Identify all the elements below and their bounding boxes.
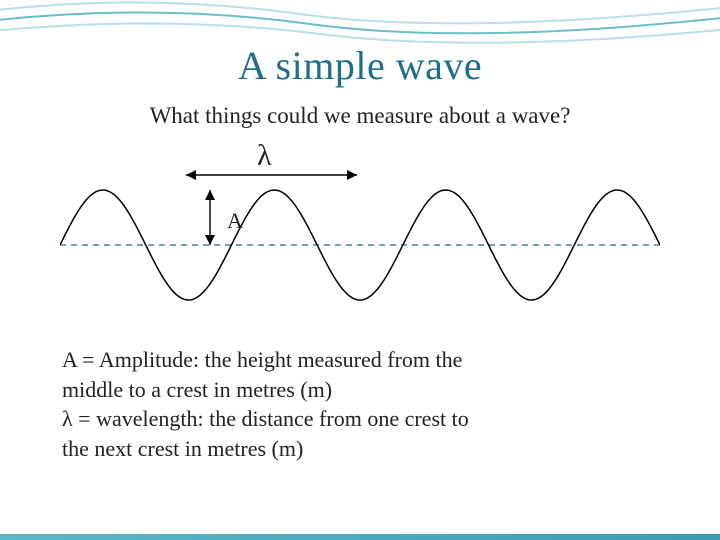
subtitle-text: What things could we measure about a wav… [60, 103, 660, 129]
lambda-symbol-inline: λ [62, 406, 73, 431]
amplitude-arrow [205, 190, 215, 245]
decor-bottom-bar [0, 534, 720, 540]
wave-diagram: λ A [60, 135, 660, 325]
def-line-2: middle to a crest in metres (m) [62, 375, 658, 405]
amplitude-label: A [227, 208, 243, 234]
definitions-block: A = Amplitude: the height measured from … [60, 345, 660, 464]
slide-content: A simple wave What things could we measu… [0, 42, 720, 464]
def-line-3-rest: = wavelength: the distance from one cres… [73, 406, 469, 431]
lambda-label: λ [257, 139, 272, 173]
def-line-4: the next crest in metres (m) [62, 434, 658, 464]
page-title: A simple wave [60, 42, 660, 89]
def-line-3: λ = wavelength: the distance from one cr… [62, 404, 658, 434]
wave-svg [60, 135, 660, 325]
def-line-1: A = Amplitude: the height measured from … [62, 345, 658, 375]
